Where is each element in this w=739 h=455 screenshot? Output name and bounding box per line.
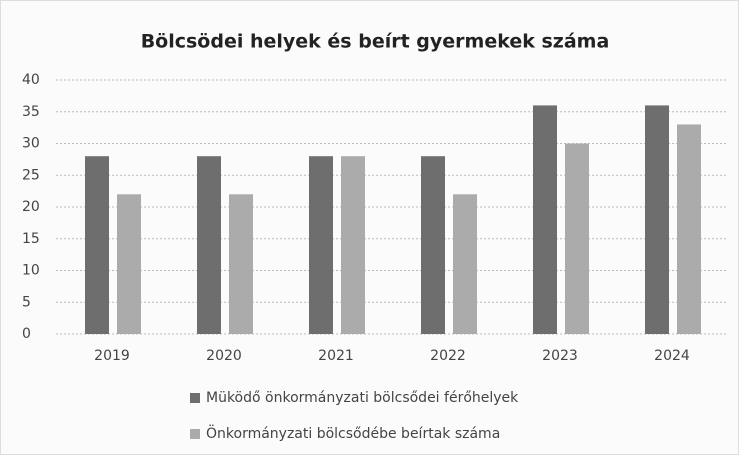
y-tick-label: 5 bbox=[22, 294, 31, 310]
bar bbox=[565, 143, 589, 334]
x-tick-label: 2020 bbox=[206, 348, 242, 364]
bar bbox=[421, 156, 445, 334]
bar bbox=[645, 105, 669, 335]
x-tick-label: 2021 bbox=[318, 348, 354, 364]
y-tick-label: 10 bbox=[22, 263, 40, 279]
legend-label: Önkormányzati bölcsődébe beírtak száma bbox=[206, 424, 500, 442]
y-tick-label: 25 bbox=[22, 167, 40, 183]
bar bbox=[85, 156, 109, 334]
legend-swatch bbox=[190, 429, 200, 439]
y-tick-label: 20 bbox=[22, 199, 40, 215]
bar bbox=[117, 194, 141, 334]
bar bbox=[453, 194, 477, 334]
x-tick-label: 2023 bbox=[542, 348, 578, 364]
legend-label: Müködő önkormányzati bölcsődei férőhelye… bbox=[206, 390, 519, 406]
x-tick-label: 2022 bbox=[430, 348, 466, 364]
bar bbox=[677, 124, 701, 334]
bar bbox=[229, 194, 253, 334]
y-tick-label: 15 bbox=[22, 231, 40, 247]
y-tick-label: 40 bbox=[22, 72, 40, 88]
chart-title: Bölcsödei helyek és beírt gyermekek szám… bbox=[141, 31, 610, 53]
x-tick-label: 2019 bbox=[94, 348, 130, 364]
bar bbox=[341, 156, 365, 334]
y-tick-label: 35 bbox=[22, 104, 40, 120]
bar bbox=[533, 105, 557, 335]
legend-swatch bbox=[190, 393, 200, 403]
x-tick-label: 2024 bbox=[654, 348, 690, 364]
y-tick-label: 0 bbox=[22, 326, 31, 342]
bar bbox=[309, 156, 333, 334]
y-tick-label: 30 bbox=[22, 136, 40, 152]
bar bbox=[197, 156, 221, 334]
